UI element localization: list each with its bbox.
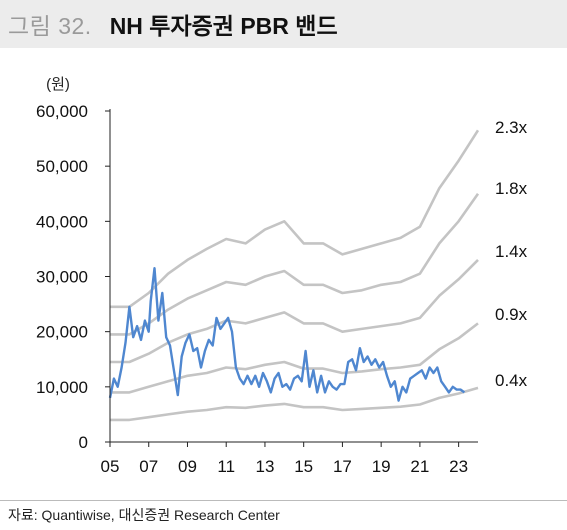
axes: 0 10,000 20,000 30,000 40,000 50,000 60,000 05 0… <box>36 102 478 476</box>
y-tick-label: 50,000 <box>36 157 88 176</box>
band-label-2: 1.4x <box>495 242 528 261</box>
x-tick-label: 17 <box>333 457 352 476</box>
y-tick-label: 20,000 <box>36 323 88 342</box>
source-divider <box>0 500 567 501</box>
figure-header: 그림 32. NH 투자증권 PBR 밴드 <box>0 0 567 48</box>
x-tick-label: 11 <box>217 457 235 476</box>
price-line <box>108 267 466 402</box>
y-tick-label: 60,000 <box>36 102 88 121</box>
y-tick-label: 0 <box>79 433 88 452</box>
y-axis-unit-label: (원) <box>46 76 70 93</box>
x-tick-label: 09 <box>178 457 197 476</box>
figure-number: 그림 32. <box>8 13 92 39</box>
x-tick-label: 13 <box>255 457 274 476</box>
source-note: 자료: Quantiwise, 대신증권 Research Center <box>8 507 280 523</box>
x-tick-label: 07 <box>139 457 158 476</box>
band-label-1: 1.8x <box>495 179 528 198</box>
figure-title: NH 투자증권 PBR 밴드 <box>109 13 338 39</box>
band-line-0 <box>110 129 480 309</box>
y-tick-label: 30,000 <box>36 268 88 287</box>
y-tick-label: 40,000 <box>36 212 88 231</box>
x-tick-label: 23 <box>449 457 468 476</box>
y-tick-label: 10,000 <box>36 378 88 397</box>
band-line-4 <box>110 386 479 422</box>
price-line-layer <box>108 267 466 402</box>
x-tick-label: 05 <box>101 457 120 476</box>
band-label-0: 2.3x <box>495 118 528 137</box>
pbr-band-chart: (원) 0 10,000 20,000 30,000 40,000 50,000 60,00… <box>36 76 528 476</box>
band-lines <box>110 129 480 422</box>
band-line-3 <box>110 322 479 394</box>
band-label-4: 0.4x <box>495 371 528 390</box>
band-label-3: 0.9x <box>495 305 528 324</box>
x-tick-label: 15 <box>294 457 313 476</box>
band-line-2 <box>110 258 479 364</box>
band-line-1 <box>110 193 480 336</box>
band-labels: 2.3x 1.8x 1.4x 0.9x 0.4x <box>495 118 528 390</box>
x-tick-label: 19 <box>372 457 391 476</box>
x-tick-label: 21 <box>410 457 429 476</box>
